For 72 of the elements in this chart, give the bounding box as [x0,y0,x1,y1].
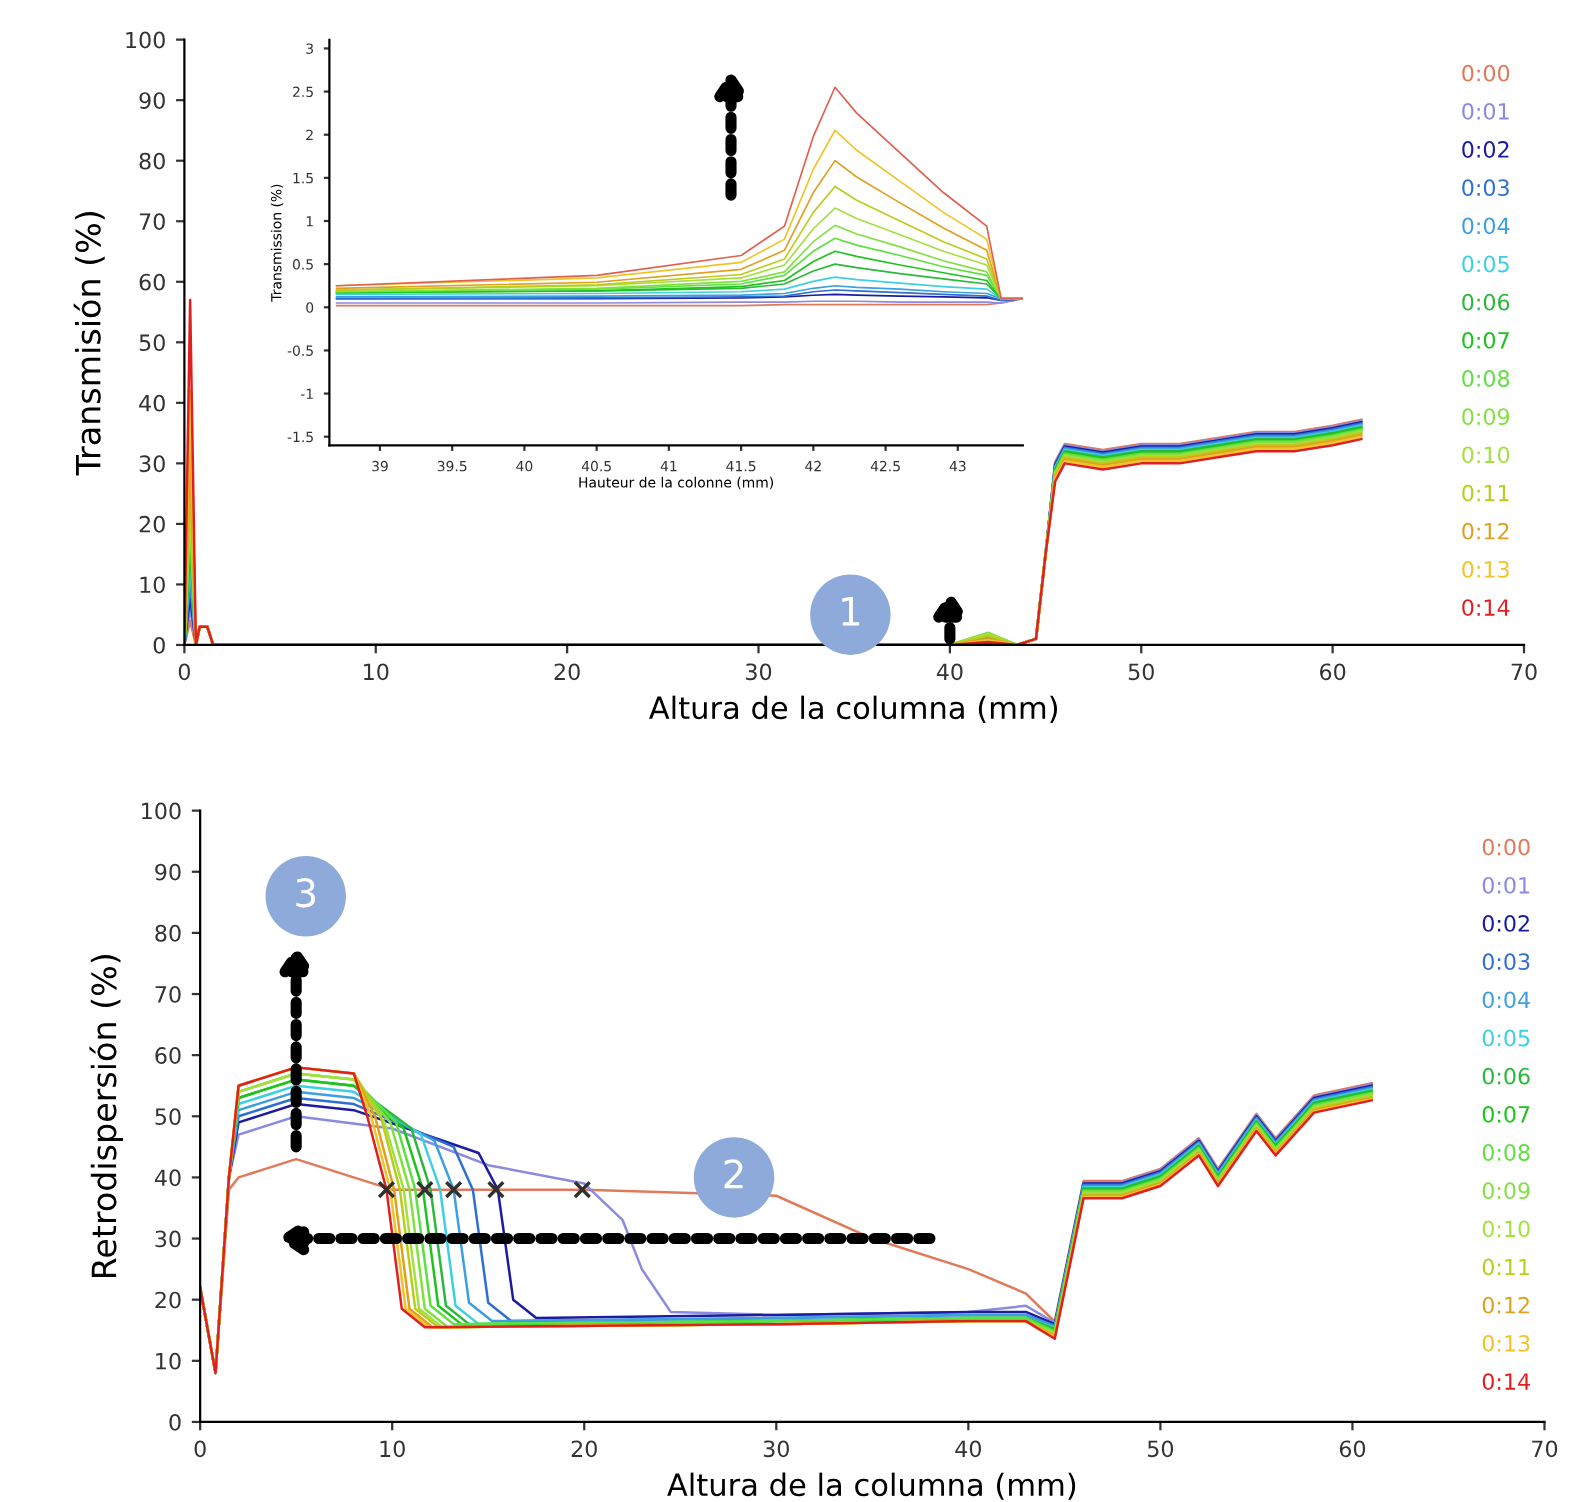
text: 0:10 [1462,446,1510,464]
text: 0:00 [1462,64,1510,82]
text: 0:13 [1462,560,1509,578]
text: 0:08 [1462,370,1510,387]
y-tick-label: 80 [155,924,181,942]
text: 0:11 [1482,1258,1530,1276]
x-tick-label: 30 [746,663,772,681]
annotation: 1 [842,597,860,626]
x-tick-label: 60 [1339,1440,1366,1458]
x-tick-label: 30 [763,1440,789,1458]
x-tick-label: 40 [936,663,963,681]
text: 0:12 [1482,1296,1529,1314]
y-tick-label: 100 [126,31,165,49]
y-tick-label: 30 [155,1230,181,1248]
text: 0:09 [1482,1182,1530,1200]
y-tick-label: 90 [155,863,181,881]
x-tick-label: 60 [1320,663,1346,681]
text: 0:00 [1482,838,1530,856]
y-axis-title: Retrodispersión (%) [89,955,124,1278]
text: 0:07 [1462,331,1509,349]
text: 0:01 [1462,102,1509,120]
x-tick-label: 50 [1128,663,1154,681]
x-tick-label: 20 [554,663,580,681]
y-tick-label: 50 [139,334,165,352]
text: 0:06 [1482,1067,1530,1085]
y-tick-label: 70 [155,985,181,1003]
y-tick-label: 10 [140,576,165,594]
y-tick-label: 40 [154,1169,181,1187]
text: 0:08 [1482,1144,1530,1161]
annotation: 2 [724,1159,743,1189]
y-tick-label: 80 [139,152,165,170]
y-tick-label: 90 [139,92,165,109]
y-tick-label: 10 [156,1352,181,1370]
text: 0:01 [1482,876,1530,894]
y-tick-label: 20 [155,1291,181,1309]
y-tick-label: 20 [139,515,165,533]
text: 0:14 [1482,1373,1530,1390]
x-tick-label: 50 [1147,1440,1174,1458]
y-tick-label: 100 [142,802,181,820]
x-axis-title: Altura de la columna (mm) [667,1472,1076,1500]
y-tick-label: 60 [155,1047,181,1064]
text: 0:07 [1482,1105,1530,1123]
text: 0:14 [1462,599,1510,616]
y-tick-label: 70 [139,213,165,230]
text: 0:05 [1482,1029,1530,1047]
x-tick-label: 10 [380,1440,405,1458]
text: 0:06 [1462,293,1510,311]
text: 0:05 [1462,255,1509,273]
text: 0:13 [1482,1334,1530,1352]
text: 0:03 [1462,179,1509,197]
y-tick-label: 0 [153,636,165,654]
text: 0:10 [1482,1220,1530,1238]
text: 0:03 [1482,953,1530,971]
text: 0:02 [1482,915,1529,932]
text: 0:11 [1462,484,1509,502]
text: 0:04 [1462,217,1510,235]
x-tick-label: 40 [955,1440,981,1458]
x-tick-label: 0 [194,1440,206,1458]
text: 0:09 [1462,408,1510,426]
y-axis-title: Transmisión (%) [73,212,105,476]
y-tick-label: 0 [169,1413,181,1431]
x-tick-label: 20 [571,1440,597,1458]
x-tick-label: 70 [1532,1440,1558,1458]
text: 0:02 [1462,141,1509,158]
x-axis-title: Altura de la columna (mm) [649,695,1057,723]
y-tick-label: 50 [155,1108,181,1126]
text: 0:12 [1462,522,1509,540]
y-tick-label: 60 [139,273,165,291]
y-tick-label: 40 [139,394,165,412]
x-tick-label: 70 [1511,663,1537,681]
x-tick-label: 10 [364,663,389,681]
text: 0:04 [1482,991,1530,1009]
